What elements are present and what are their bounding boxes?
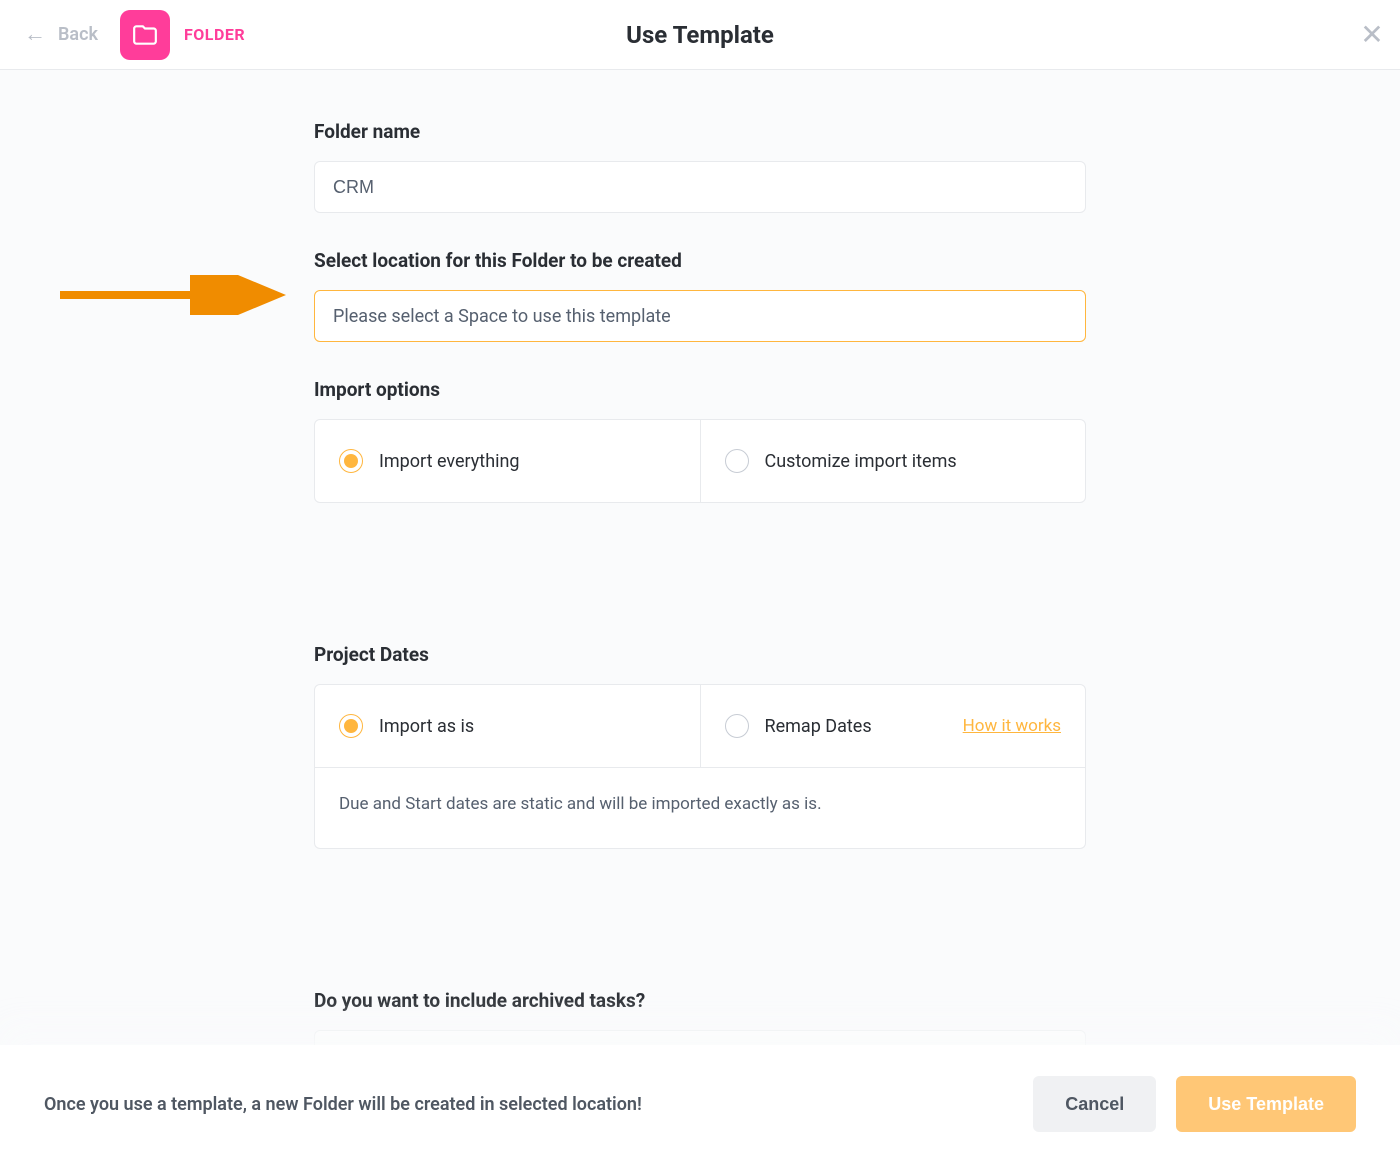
location-label: Select location for this Folder to be cr… (314, 249, 1086, 272)
option-label: Customize import items (765, 451, 957, 472)
modal-header: ← Back FOLDER Use Template ✕ (0, 0, 1400, 70)
close-icon: ✕ (1360, 18, 1383, 51)
option-label: Remap Dates (765, 716, 872, 737)
folder-badge-label: FOLDER (184, 25, 245, 44)
modal-footer: Once you use a template, a new Folder wi… (0, 1045, 1400, 1163)
space-select[interactable]: Please select a Space to use this templa… (314, 290, 1086, 342)
folder-badge: FOLDER (120, 10, 245, 60)
radio-icon (339, 714, 363, 738)
folder-name-input[interactable] (314, 161, 1086, 213)
import-options-row: Import everything Customize import items (314, 419, 1086, 503)
radio-icon (339, 449, 363, 473)
cancel-button[interactable]: Cancel (1033, 1076, 1156, 1132)
folder-icon (120, 10, 170, 60)
remap-dates-option[interactable]: Remap Dates How it works (700, 685, 1086, 767)
import-options-label: Import options (314, 378, 1086, 401)
project-dates-row: Import as is Remap Dates How it works (314, 684, 1086, 768)
form-body: Folder name Select location for this Fol… (314, 70, 1086, 1100)
modal-title: Use Template (626, 21, 774, 49)
footer-note: Once you use a template, a new Folder wi… (44, 1094, 642, 1115)
close-button[interactable]: ✕ (1354, 16, 1390, 52)
archived-label: Do you want to include archived tasks? (314, 989, 1086, 1012)
dates-description: Due and Start dates are static and will … (314, 768, 1086, 849)
arrow-left-icon: ← (24, 24, 46, 46)
radio-icon (725, 714, 749, 738)
option-label: Import everything (379, 451, 520, 472)
import-as-is-option[interactable]: Import as is (315, 685, 700, 767)
customize-import-option[interactable]: Customize import items (700, 420, 1086, 502)
footer-actions: Cancel Use Template (1033, 1076, 1356, 1132)
space-select-placeholder: Please select a Space to use this templa… (333, 306, 671, 327)
project-dates-label: Project Dates (314, 643, 1086, 666)
folder-name-label: Folder name (314, 120, 1086, 143)
back-button[interactable]: ← Back (24, 24, 98, 46)
how-it-works-link[interactable]: How it works (963, 716, 1061, 736)
back-label: Back (58, 24, 98, 45)
import-everything-option[interactable]: Import everything (315, 420, 700, 502)
option-label: Import as is (379, 716, 474, 737)
callout-arrow-icon (60, 275, 300, 315)
use-template-button[interactable]: Use Template (1176, 1076, 1356, 1132)
radio-icon (725, 449, 749, 473)
